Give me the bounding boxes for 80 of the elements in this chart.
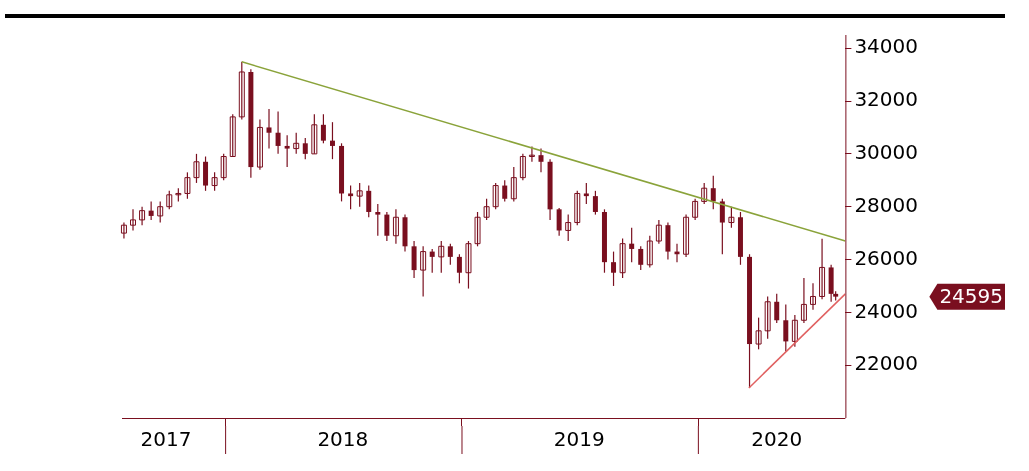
candlestick <box>275 111 281 155</box>
candlestick <box>447 243 453 266</box>
candlestick <box>456 253 462 284</box>
candlestick <box>302 137 308 160</box>
candlestick <box>375 203 381 237</box>
y-tick-label: 32000 <box>854 87 918 112</box>
y-tick-label: 28000 <box>854 192 918 217</box>
candlestick <box>474 211 481 247</box>
candlestick <box>683 214 690 258</box>
candlestick <box>556 207 562 237</box>
candlestick <box>348 184 354 210</box>
candlestick <box>592 190 598 216</box>
candlestick <box>810 282 816 311</box>
candlestick <box>229 113 236 158</box>
candlestick <box>203 155 209 192</box>
candlestick <box>574 190 581 226</box>
candlestick <box>130 208 137 232</box>
x-tick-label: 2020 <box>751 427 803 452</box>
candlestick <box>392 208 399 245</box>
candlestick <box>184 171 191 200</box>
text: 24595 <box>939 283 1003 308</box>
candlestick <box>638 245 644 271</box>
candlestick <box>583 182 589 205</box>
candlestick <box>157 200 164 224</box>
candlestick <box>764 295 771 340</box>
candlestick <box>438 240 445 274</box>
candlestick <box>783 303 789 353</box>
candlestick <box>728 206 735 229</box>
candlestick <box>791 314 798 348</box>
y-tick-label: 26000 <box>854 245 918 270</box>
y-tick-label: 34000 <box>854 34 918 59</box>
candlestick <box>220 153 227 181</box>
candlestick <box>755 317 762 350</box>
candlestick <box>502 179 508 203</box>
candlestick <box>492 182 499 210</box>
candlestick <box>800 277 807 324</box>
x-tick-label: 2017 <box>140 427 192 452</box>
candlestick <box>710 175 716 210</box>
candlestick <box>148 200 154 221</box>
candlestick <box>166 190 173 210</box>
candlestick <box>611 250 617 287</box>
candlestick <box>420 245 427 298</box>
candlestick <box>411 240 417 279</box>
candlestick <box>193 153 200 184</box>
candlestick <box>565 214 572 242</box>
candlestick <box>483 198 490 221</box>
candlestick <box>655 219 662 245</box>
candlestick <box>692 198 699 221</box>
y-tick-label: 24000 <box>854 298 918 323</box>
candlestick <box>256 118 263 171</box>
candlestick <box>311 113 318 155</box>
candlestick <box>701 182 708 205</box>
candlestick <box>284 134 290 168</box>
x-tick-label: 2019 <box>553 427 605 452</box>
candlestick <box>528 145 535 163</box>
candlestick <box>238 61 245 121</box>
y-tick-label: 30000 <box>854 140 918 165</box>
candlestick <box>465 240 472 290</box>
x-tick-label: 2018 <box>317 427 369 452</box>
candlestick <box>356 182 363 208</box>
candlestick <box>429 248 435 274</box>
candlestick <box>619 237 626 279</box>
candlestick <box>384 211 390 242</box>
candlestick <box>538 147 544 173</box>
candlestick <box>320 113 326 144</box>
candlestick <box>629 227 635 263</box>
candlestick <box>719 198 725 255</box>
candlestick <box>266 108 272 150</box>
candlestick <box>519 153 526 181</box>
candlestick <box>366 184 372 218</box>
candlestick <box>139 206 146 226</box>
candlestick <box>774 293 780 324</box>
y-tick-label: 22000 <box>854 351 918 376</box>
candlestick <box>211 171 218 192</box>
candlestick <box>646 235 653 269</box>
candlestick <box>120 221 127 239</box>
candlestick <box>510 166 517 203</box>
candlestick <box>329 121 335 160</box>
candlestick <box>819 238 826 300</box>
candlestick <box>293 132 300 155</box>
